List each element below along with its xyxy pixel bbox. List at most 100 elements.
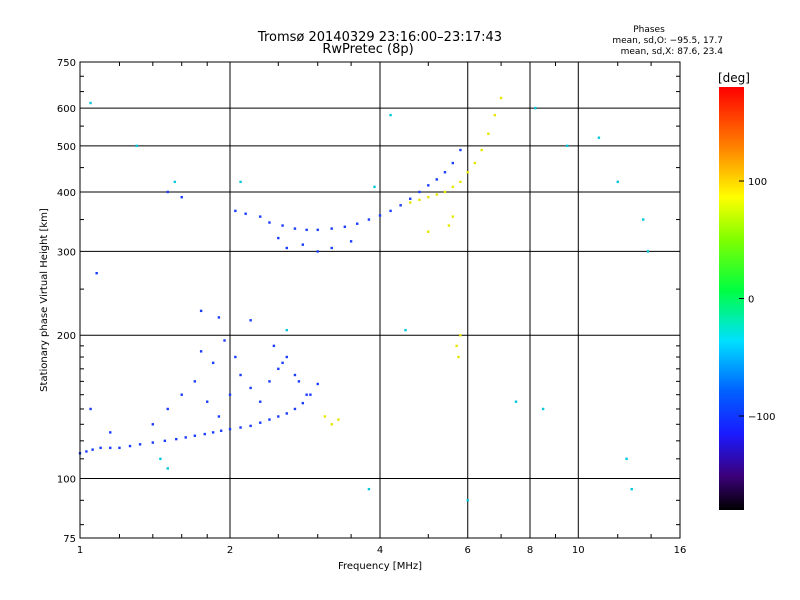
data-point [277,415,280,418]
data-point [389,209,392,213]
data-point [285,328,288,332]
data-point [277,236,280,240]
data-point [355,222,359,225]
data-point [330,246,333,250]
data-point [285,246,288,250]
data-point [646,250,650,253]
data-point [625,457,628,461]
data-point [418,190,421,194]
data-point [203,432,206,436]
data-point [184,436,187,439]
data-point [455,344,458,348]
series-group [323,96,503,426]
data-point [234,209,237,213]
data-point [138,443,142,446]
data-point [135,144,138,148]
data-point [91,448,94,451]
data-point [459,334,462,337]
data-point [293,373,297,377]
y-tick-label: 200 [57,331,76,342]
data-point [418,198,421,202]
data-point [305,228,308,232]
data-point [367,487,371,491]
data-point [409,201,412,204]
data-point [175,437,178,441]
data-point [305,393,308,396]
colorbar-ticks: 100 0 −100 [739,177,775,423]
phase-stats-heading: Phases [633,25,665,35]
data-point [199,309,203,313]
y-tick-label: 750 [57,58,76,69]
data-point [378,214,382,217]
data-point [151,441,155,444]
data-point [239,373,242,377]
data-point [180,195,183,199]
y-tick-label: 400 [57,188,76,199]
data-point [281,361,284,365]
y-tick-label: 75 [63,534,76,545]
data-point [234,355,237,359]
data-point [443,190,447,194]
colorbar-tick-label: 0 [748,295,754,306]
y-tick-label: 300 [57,247,76,258]
data-point [534,106,537,110]
data-point [180,393,183,396]
data-point [447,224,451,227]
data-point [493,113,497,117]
grid-lines [80,62,680,538]
data-point [128,444,132,448]
data-point [451,161,455,165]
data-point [244,212,247,215]
data-point [597,136,601,139]
data-point [427,195,430,199]
x-axis-ticks: 1 2 4 6 8 10 16 [77,62,686,556]
data-point [277,367,280,371]
data-point [499,96,503,100]
data-point [409,197,412,200]
data-point [330,227,333,230]
data-point [480,148,483,152]
y-axis-label: Stationary phase Virtual Height [km] [39,208,50,392]
data-point [193,434,197,437]
data-point [330,423,333,426]
data-point [630,487,633,491]
data-point [487,132,490,135]
data-point [309,393,312,396]
data-point [151,423,155,426]
data-point [268,418,271,421]
data-point [109,446,112,450]
data-point [199,350,203,353]
x-tick-label: 6 [465,545,471,556]
data-point [166,190,169,194]
y-tick-label: 500 [57,142,76,153]
data-point [293,227,297,230]
data-point [451,215,455,218]
data-point [514,400,518,403]
colorbar-tick-label: −100 [748,412,775,423]
data-point [616,180,619,184]
data-point [343,225,347,228]
data-point [541,407,545,411]
data-point [451,185,455,189]
data-point [642,218,645,221]
data-point [293,407,297,411]
data-point [316,228,319,232]
data-point [427,184,430,187]
chart-title: Tromsø 20140329 23:16:00–23:17:43 [257,30,502,45]
data-point [205,400,209,403]
x-tick-label: 2 [227,545,233,556]
data-point [373,185,376,189]
data-point [301,401,305,405]
data-point [249,424,252,428]
plot-frame [79,61,681,539]
data-point [404,328,407,332]
data-point [565,144,569,148]
x-axis-label: Frequency [MHz] [338,561,422,572]
data-point [95,272,98,275]
series-group [89,101,650,502]
y-tick-label: 100 [57,475,76,486]
data-point [211,431,215,434]
data-point [163,439,167,443]
data-point [249,319,252,322]
data-point [466,171,469,174]
